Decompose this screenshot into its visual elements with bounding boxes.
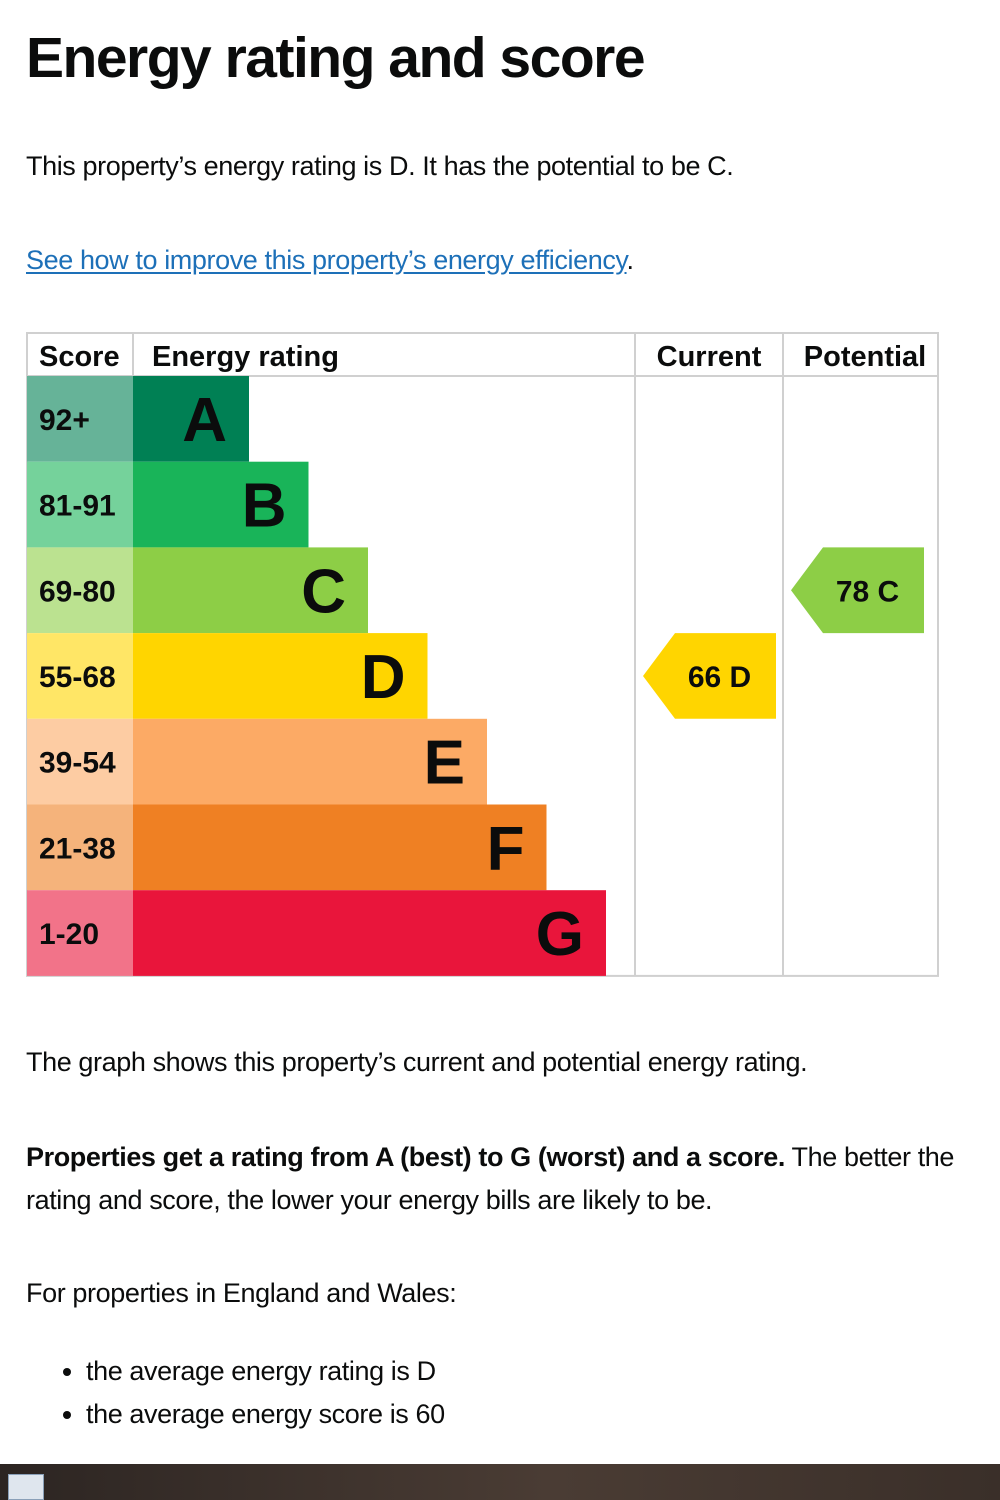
bottom-taskbar <box>0 1464 1000 1500</box>
rating-letter-b: B <box>242 472 287 541</box>
score-range-e: 39-54 <box>39 747 116 780</box>
current-column-header: Current <box>657 341 762 373</box>
score-range-f: 21-38 <box>39 832 116 865</box>
rating-bar-e <box>133 718 487 805</box>
taskbar-app-icon[interactable] <box>8 1474 44 1500</box>
improve-efficiency-link[interactable]: See how to improve this property’s energ… <box>26 245 627 275</box>
potential-rating-label: 78 C <box>836 575 899 608</box>
potential-column-header: Potential <box>804 341 926 373</box>
current-arrow <box>643 633 776 719</box>
score-cell-d <box>27 633 133 719</box>
score-range-d: 55-68 <box>39 661 116 694</box>
ratings-explanation: Properties get a rating from A (best) to… <box>26 1136 956 1222</box>
score-cell-a <box>27 376 133 462</box>
score-range-a: 92+ <box>39 404 90 437</box>
score-range-c: 69-80 <box>39 575 116 608</box>
score-cell-e <box>27 718 133 805</box>
score-cell-f <box>27 804 133 891</box>
score-cell-c <box>27 547 133 634</box>
england-wales-heading: For properties in England and Wales: <box>26 1278 457 1308</box>
graph-description: The graph shows this property’s current … <box>26 1047 808 1077</box>
rating-letter-a: A <box>182 386 227 455</box>
improve-paragraph: See how to improve this property’s energ… <box>26 240 634 280</box>
epc-rating-chart: Score Energy rating Current Potential 92+ A 81… <box>26 332 939 977</box>
rating-letter-f: F <box>487 814 525 883</box>
rating-bar-f <box>133 804 547 891</box>
current-rating-label: 66 D <box>688 661 751 694</box>
average-rating-item: the average energy rating is D <box>86 1350 445 1393</box>
page-title: Energy rating and score <box>26 26 646 90</box>
rating-bar-d <box>133 633 428 719</box>
rating-letter-e: E <box>424 729 465 798</box>
ratings-explanation-rest: The better the rating and score, the low… <box>26 1142 955 1215</box>
averages-list: the average energy rating is D the avera… <box>26 1350 445 1436</box>
rating-letter-c: C <box>301 557 346 626</box>
average-score-item: the average energy score is 60 <box>86 1393 445 1436</box>
rating-letter-g: G <box>536 900 584 969</box>
score-range-g: 1-20 <box>39 918 99 951</box>
score-range-b: 81-91 <box>39 490 116 523</box>
ratings-explanation-bold: Properties get a rating from A (best) to… <box>26 1142 785 1172</box>
improve-link-suffix: . <box>626 245 635 275</box>
rating-bar-b <box>133 461 309 548</box>
rating-bar-g <box>133 890 606 976</box>
potential-arrow <box>791 547 924 634</box>
score-cell-g <box>27 890 133 976</box>
energy-rating-column-header: Energy rating <box>152 341 339 373</box>
rating-letter-d: D <box>361 643 406 712</box>
rating-bar-a <box>133 376 249 462</box>
energy-rating-summary: This property’s energy rating is D. It h… <box>26 151 734 181</box>
score-column-header: Score <box>39 341 120 373</box>
rating-bar-c <box>133 547 368 634</box>
score-cell-b <box>27 461 133 548</box>
